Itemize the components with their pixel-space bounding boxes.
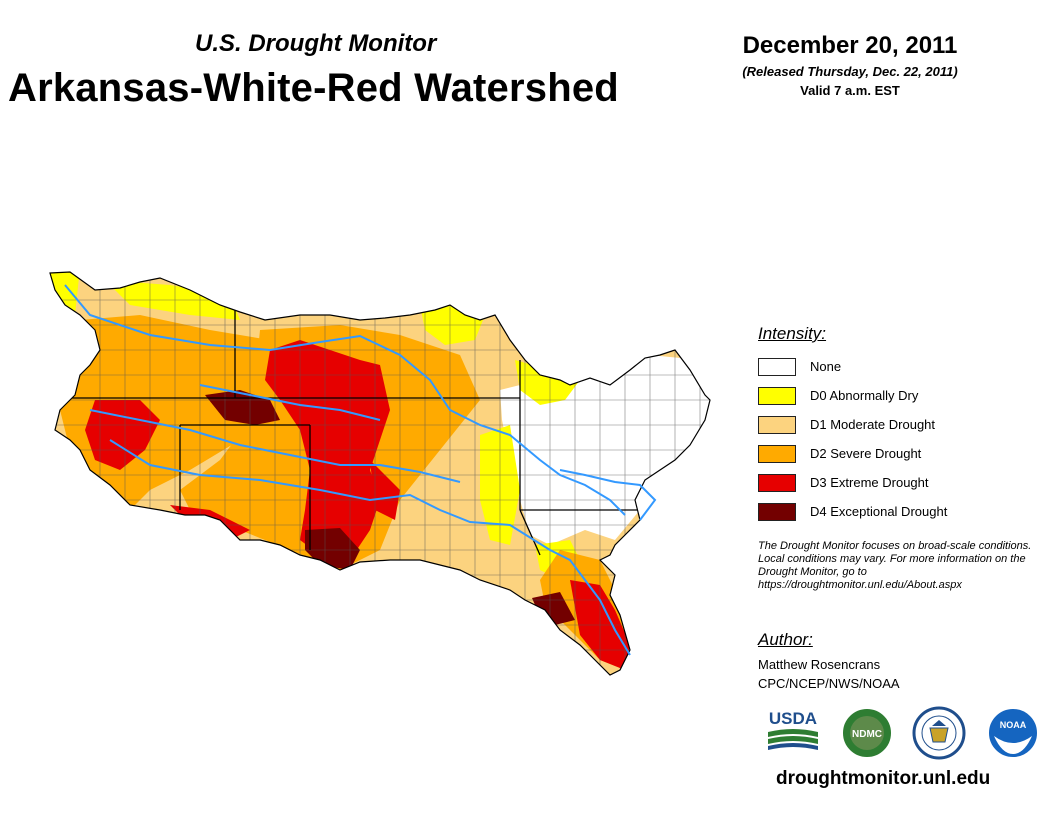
legend: Intensity: None D0 Abnormally Dry D1 Mod… — [758, 324, 1056, 526]
legend-heading: Intensity: — [758, 324, 827, 343]
author-org: CPC/NCEP/NWS/NOAA — [758, 676, 900, 691]
date-block: December 20, 2011 (Released Thursday, De… — [700, 32, 1000, 98]
legend-swatch — [758, 473, 796, 492]
d3-region-west — [85, 400, 160, 470]
usda-logo-text: USDA — [769, 709, 817, 728]
legend-item-d3: D3 Extreme Drought — [758, 468, 1056, 497]
release-date: (Released Thursday, Dec. 22, 2011) — [742, 64, 958, 79]
red-river — [109, 439, 631, 656]
ndmc-logo-text: NDMC — [852, 729, 882, 740]
legend-label: D4 Exceptional Drought — [810, 504, 948, 519]
basin-outline — [49, 271, 711, 676]
white-river — [559, 469, 657, 521]
legend-swatch — [758, 415, 796, 434]
author-name: Matthew Rosencrans — [758, 657, 881, 672]
legend-item-d0: D0 Abnormally Dry — [758, 381, 1056, 410]
noaa-logo: NOAA — [987, 707, 1039, 759]
partner-logos: USDA NDMC NOAA — [762, 706, 1042, 762]
noaa-logo-text: NOAA — [1000, 720, 1027, 730]
author-heading: Author: — [758, 630, 813, 649]
legend-swatch — [758, 444, 796, 463]
website-link[interactable]: droughtmonitor.unl.edu — [776, 768, 991, 789]
legend-item-d2: D2 Severe Drought — [758, 439, 1056, 468]
d0-region-east — [515, 360, 580, 405]
map-subtitle: U.S. Drought Monitor — [195, 30, 437, 57]
rivers — [64, 284, 657, 656]
map-date: December 20, 2011 — [742, 32, 958, 59]
legend-swatch — [758, 386, 796, 405]
legend-label: None — [810, 359, 842, 374]
doc-seal-logo — [912, 706, 966, 760]
legend-swatch — [758, 502, 796, 521]
d4-region-north — [205, 390, 280, 425]
map-title: Arkansas-White-Red Watershed — [8, 66, 619, 110]
valid-time: Valid 7 a.m. EST — [800, 83, 900, 98]
ndmc-logo: NDMC — [841, 707, 893, 759]
cimarron-river — [199, 384, 381, 421]
legend-label: D3 Extreme Drought — [810, 475, 929, 490]
legend-item-d1: D1 Moderate Drought — [758, 410, 1056, 439]
legend-label: D2 Severe Drought — [810, 446, 922, 461]
drought-monitor-note: The Drought Monitor focuses on broad-sca… — [758, 540, 1032, 591]
canadian-river — [89, 409, 461, 483]
d0-region-nw — [50, 272, 80, 320]
arkansas-river — [64, 284, 626, 516]
legend-label: D0 Abnormally Dry — [810, 388, 919, 403]
legend-label: D1 Moderate Drought — [810, 417, 936, 432]
usda-logo: USDA — [768, 709, 818, 750]
legend-item-none: None — [758, 352, 1056, 381]
drought-map — [49, 271, 711, 676]
legend-item-d4: D4 Exceptional Drought — [758, 497, 1056, 526]
legend-swatch — [758, 357, 796, 376]
